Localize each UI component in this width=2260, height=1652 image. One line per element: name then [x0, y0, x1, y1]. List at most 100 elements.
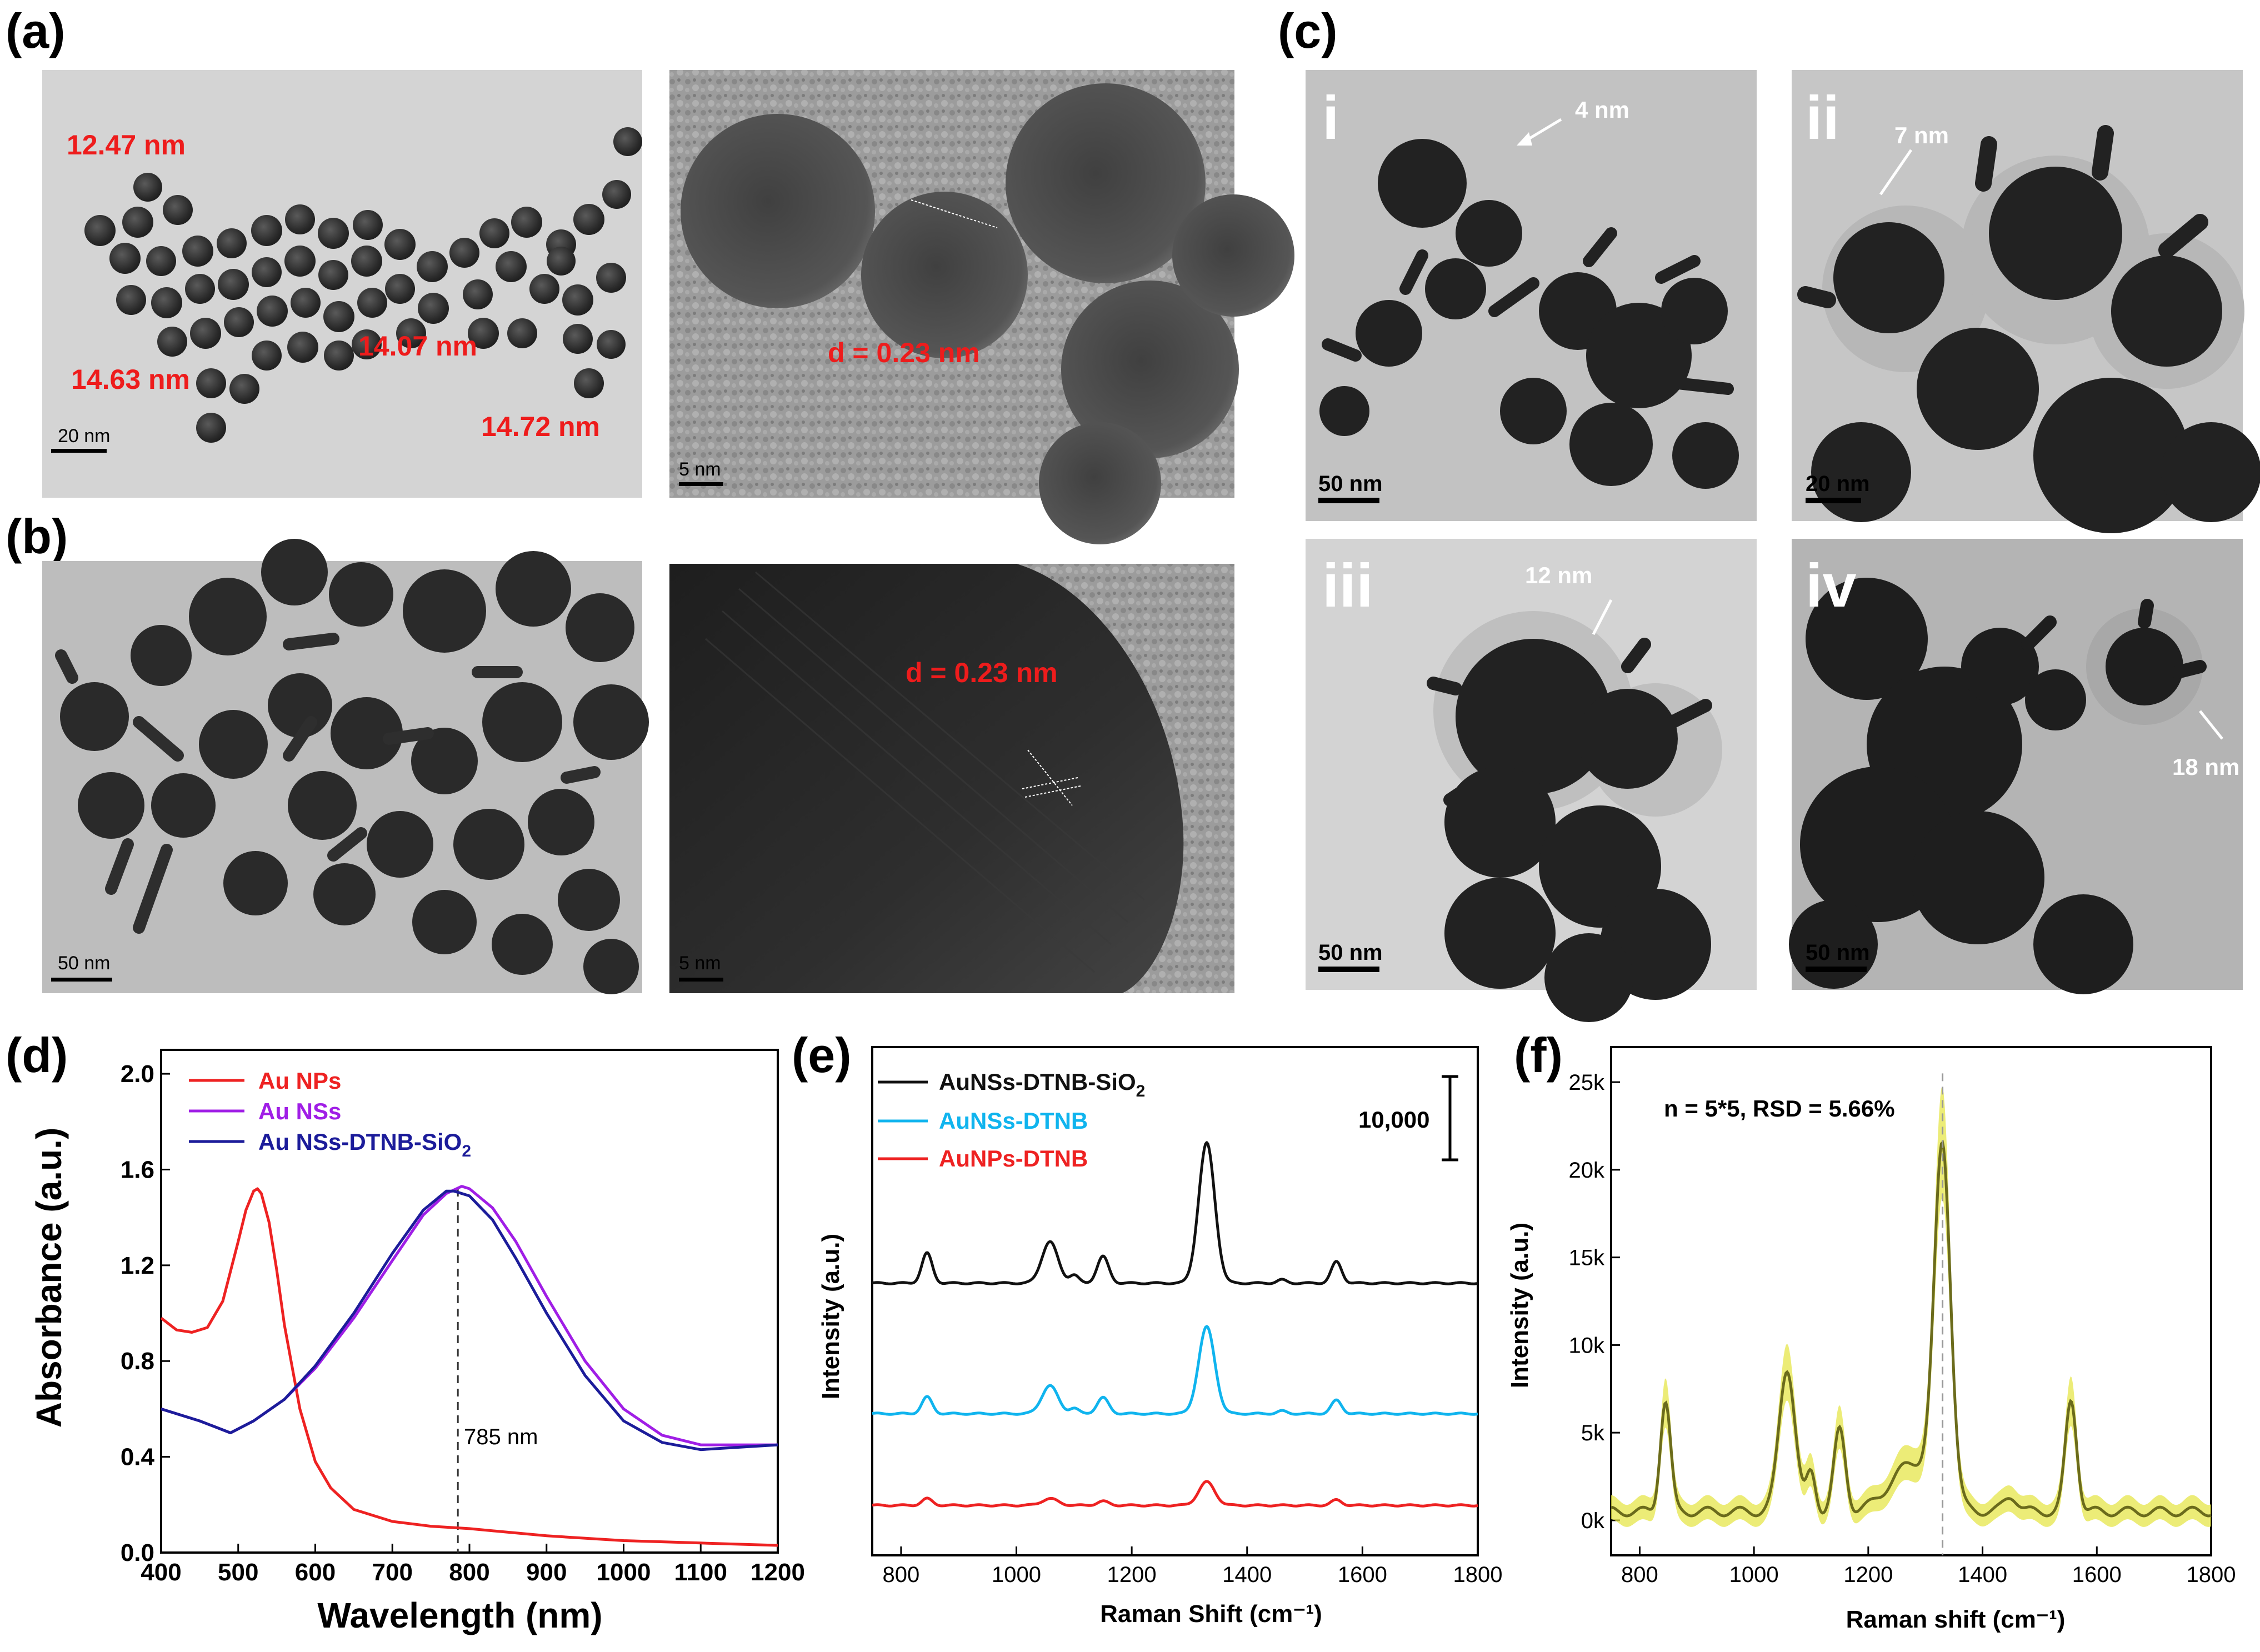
c-iv-scale-bar-label: 50 nm	[1806, 940, 1870, 965]
d-ytick-label: 2.0	[121, 1060, 154, 1088]
e-legend-sio2: AuNSs-DTNB-SiO2	[939, 1069, 1145, 1100]
f-ytick-label: 5k	[1581, 1421, 1605, 1445]
e-xtick-label: 1200	[1107, 1563, 1157, 1587]
e-plot-frame	[871, 1046, 1479, 1556]
hrtem-image-a-right	[669, 70, 1294, 544]
c-iii-thickness: 12 nm	[1525, 562, 1592, 588]
f-annotation: n = 5*5, RSD = 5.66%	[1664, 1095, 1895, 1122]
a-left-label-1: 12.47 nm	[67, 129, 186, 161]
e-legend-nss: AuNSs-DTNB	[939, 1108, 1088, 1134]
b-right-scale-bar-label: 5 nm	[679, 953, 721, 974]
d-xtick-label: 700	[372, 1559, 413, 1586]
f-xtick-label: 1600	[2072, 1563, 2122, 1587]
e-ylabel: Intensity (a.u.)	[817, 1234, 844, 1399]
e-series-line-2	[872, 1480, 1478, 1508]
d-series-line-2	[161, 1189, 778, 1451]
panel-letter-e: (e)	[792, 1028, 852, 1083]
e-xtick-label: 1000	[992, 1563, 1041, 1587]
d-series-line-0	[160, 1187, 778, 1547]
tem-image-a-left	[42, 70, 642, 498]
tem-image-c-iii	[1306, 539, 1757, 1022]
c-i-scale-bar-label: 50 nm	[1318, 472, 1383, 496]
f-xtick-label: 1000	[1729, 1563, 1779, 1587]
e-legend-nps: AuNPs-DTNB	[939, 1145, 1088, 1172]
e-xtick-label: 800	[883, 1563, 920, 1587]
e-series-line-0	[872, 1141, 1478, 1285]
panel-letter-b: (b)	[6, 509, 68, 564]
e-xtick-label: 1800	[1453, 1563, 1503, 1587]
d-legend: Au NPs Au NSs Au NSs-DTNB-SiO2	[189, 1068, 471, 1160]
d-legend-au-nss-dtnb-sio2-main: Au NSs-DTNB-SiO	[258, 1129, 462, 1155]
d-xtick-label: 800	[449, 1559, 489, 1586]
d-xtick-label: 600	[295, 1559, 336, 1586]
c-iv-numeral: iv	[1806, 552, 1857, 620]
panel-letter-f: (f)	[1514, 1028, 1563, 1083]
tem-image-c-i	[1306, 70, 1757, 521]
f-ytick-label: 20k	[1569, 1158, 1605, 1183]
d-ytick-label: 0.8	[121, 1348, 154, 1375]
c-ii-scale-bar-label: 20 nm	[1806, 472, 1870, 496]
e-xlabel: Raman Shift (cm⁻¹)	[1100, 1600, 1322, 1628]
chart-e-raman: Intensity (a.u.) Raman Shift (cm⁻¹) AuNS…	[817, 1046, 1503, 1628]
a-right-d-spacing: d = 0.23 nm	[828, 337, 980, 368]
d-legend-au-nss: Au NSs	[258, 1098, 341, 1124]
d-legend-au-nss-dtnb-sio2-sub: 2	[462, 1142, 471, 1160]
b-right-d-spacing: d = 0.23 nm	[906, 657, 1058, 688]
hrtem-image-b-right	[669, 564, 1234, 993]
f-ytick-label: 25k	[1569, 1070, 1605, 1095]
f-plot-frame	[1610, 1046, 2212, 1556]
e-scale-label: 10,000	[1358, 1107, 1429, 1133]
d-xtick-label: 500	[218, 1559, 258, 1586]
a-left-label-3: 14.07 nm	[358, 331, 477, 362]
e-legend-sio2-sub: 2	[1136, 1082, 1146, 1100]
a-left-scale-bar-label: 20 nm	[58, 425, 111, 447]
d-annotation-785: 785 nm	[464, 1425, 538, 1449]
chart-f-raman-rsd: Intensity (a.u.) Raman shift (cm⁻¹) n = …	[1506, 1046, 2236, 1633]
e-series-line-1	[872, 1325, 1478, 1416]
chart-d-absorbance: Absorbance (a.u.) Wavelength (nm) 785 nm…	[29, 1049, 805, 1635]
c-iv-thickness: 18 nm	[2172, 754, 2239, 780]
e-legend: AuNSs-DTNB-SiO2 AuNSs-DTNB AuNPs-DTNB	[878, 1069, 1145, 1172]
d-ytick-label: 1.6	[121, 1156, 154, 1183]
tem-image-c-ii	[1792, 70, 2260, 533]
d-xtick-label: 1000	[597, 1559, 651, 1586]
f-ytick-label: 0k	[1581, 1509, 1605, 1533]
panel-letter-a: (a)	[6, 3, 66, 58]
f-error-band	[1611, 1087, 2211, 1527]
d-legend-au-nps: Au NPs	[258, 1068, 341, 1094]
a-left-label-2: 14.63 nm	[71, 364, 190, 395]
d-ylabel: Absorbance (a.u.)	[29, 1128, 69, 1428]
d-ytick-label: 1.2	[121, 1252, 154, 1279]
f-xtick-label: 1400	[1958, 1563, 2007, 1587]
a-left-label-4: 14.72 nm	[481, 411, 600, 442]
d-ytick-label: 0.4	[121, 1444, 155, 1471]
d-xtick-label: 400	[141, 1559, 181, 1586]
f-xtick-label: 800	[1621, 1563, 1658, 1587]
tem-image-b-left	[42, 539, 649, 994]
b-left-scale-bar-label: 50 nm	[58, 953, 111, 974]
e-xtick-label: 1600	[1338, 1563, 1387, 1587]
f-xtick-label: 1200	[1843, 1563, 1893, 1587]
c-ii-thickness: 7 nm	[1894, 122, 1949, 148]
f-xlabel: Raman shift (cm⁻¹)	[1846, 1606, 2066, 1633]
d-xlabel: Wavelength (nm)	[317, 1595, 602, 1635]
c-ii-numeral: ii	[1806, 84, 1839, 152]
d-plot-frame	[160, 1049, 779, 1554]
d-ytick-label: 0.0	[121, 1539, 154, 1566]
f-ylabel: Intensity (a.u.)	[1506, 1223, 1533, 1388]
c-i-thickness: 4 nm	[1575, 97, 1629, 123]
tem-image-c-iv	[1789, 539, 2243, 994]
d-series-line-1	[161, 1185, 778, 1446]
e-xtick-label: 1400	[1222, 1563, 1272, 1587]
f-ytick-label: 15k	[1569, 1246, 1605, 1270]
a-right-scale-bar-label: 5 nm	[679, 459, 721, 480]
f-ytick-label: 10k	[1569, 1333, 1605, 1358]
d-legend-au-nss-dtnb-sio2: Au NSs-DTNB-SiO2	[258, 1129, 471, 1160]
panel-letter-d: (d)	[6, 1028, 68, 1083]
d-xtick-label: 900	[526, 1559, 567, 1586]
d-xtick-label: 1100	[674, 1559, 727, 1586]
c-i-numeral: i	[1322, 84, 1339, 152]
d-xtick-label: 1200	[751, 1559, 805, 1586]
f-xtick-label: 1800	[2187, 1563, 2236, 1587]
